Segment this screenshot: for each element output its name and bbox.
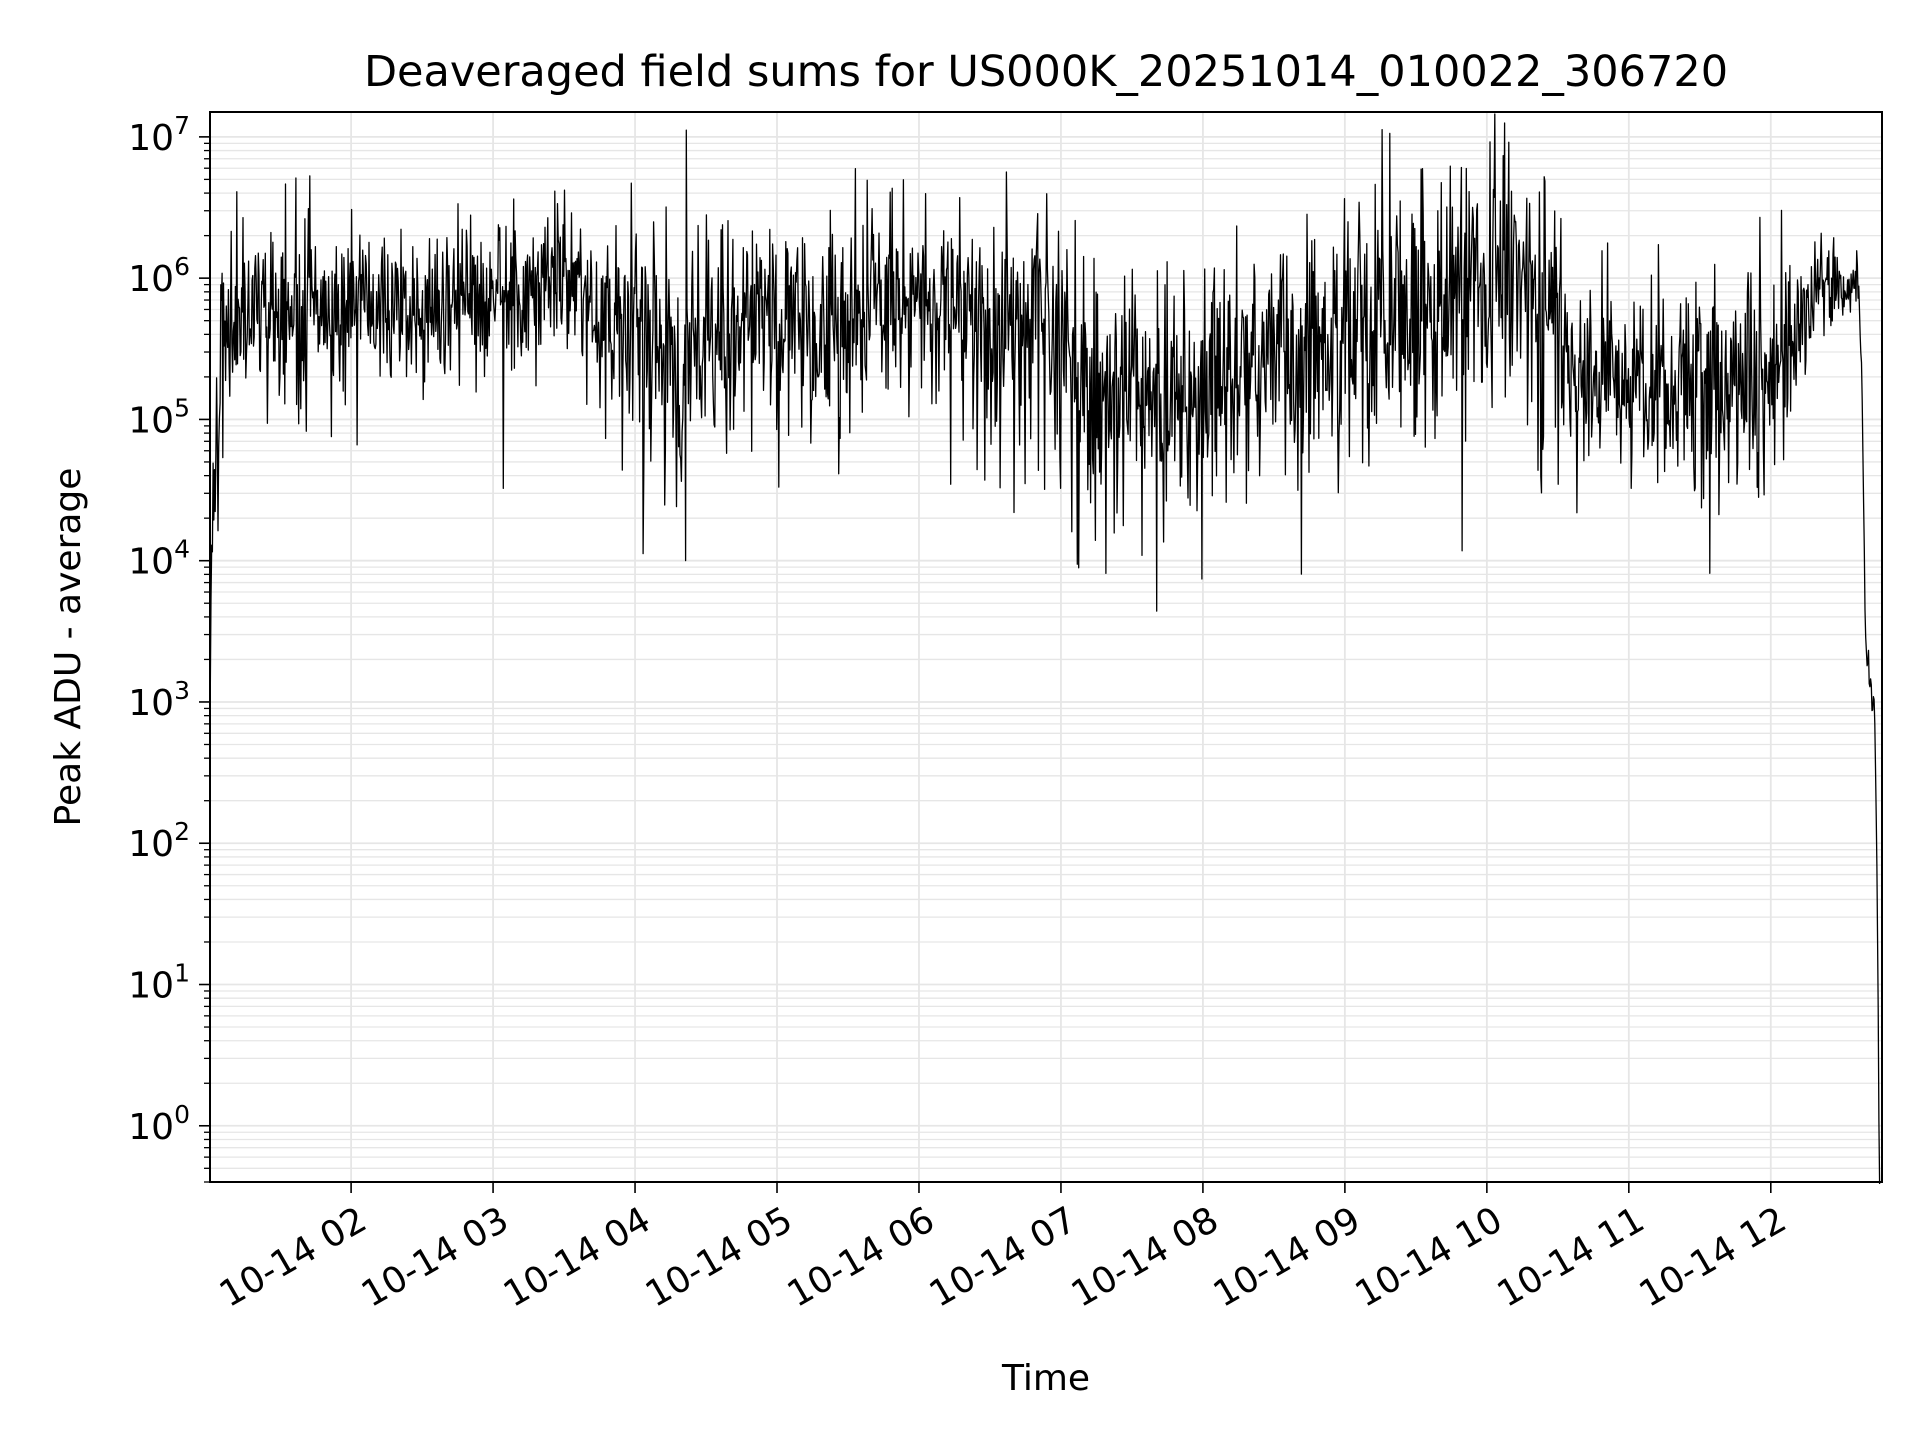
x-tick-label: 10-14 02 xyxy=(213,1199,374,1315)
x-tick-label: 10-14 04 xyxy=(497,1199,658,1315)
chart-title: Deaveraged field sums for US000K_2025101… xyxy=(364,47,1728,97)
y-tick-label: 101 xyxy=(128,959,190,1007)
y-tick-label: 105 xyxy=(128,393,190,441)
series-line xyxy=(209,113,1881,1185)
y-tick-label: 102 xyxy=(128,817,190,865)
y-tick-label: 103 xyxy=(128,676,190,724)
x-tick-label: 10-14 05 xyxy=(639,1199,800,1315)
x-tick-label: 10-14 07 xyxy=(923,1199,1084,1315)
x-tick-label: 10-14 08 xyxy=(1065,1199,1226,1315)
grid xyxy=(210,112,1882,1183)
y-axis-label: Peak ADU - average xyxy=(48,468,89,827)
x-tick-label: 10-14 12 xyxy=(1633,1199,1794,1315)
y-tick-label: 104 xyxy=(128,535,190,583)
y-tick-label: 107 xyxy=(128,111,190,159)
y-tick-label: 106 xyxy=(128,252,190,300)
x-axis-label: Time xyxy=(1001,1358,1090,1399)
y-axis-ticks: 100 101 102 103 104 105 106 107 xyxy=(128,111,210,1183)
plot-area xyxy=(210,112,1882,1182)
x-tick-label: 10-14 03 xyxy=(355,1199,516,1315)
x-tick-label: 10-14 10 xyxy=(1349,1199,1510,1315)
y-tick-label: 100 xyxy=(128,1100,190,1148)
x-tick-label: 10-14 06 xyxy=(781,1199,942,1315)
x-tick-label: 10-14 11 xyxy=(1491,1199,1652,1315)
x-tick-label: 10-14 09 xyxy=(1207,1199,1368,1315)
plot-frame xyxy=(209,111,1883,1183)
